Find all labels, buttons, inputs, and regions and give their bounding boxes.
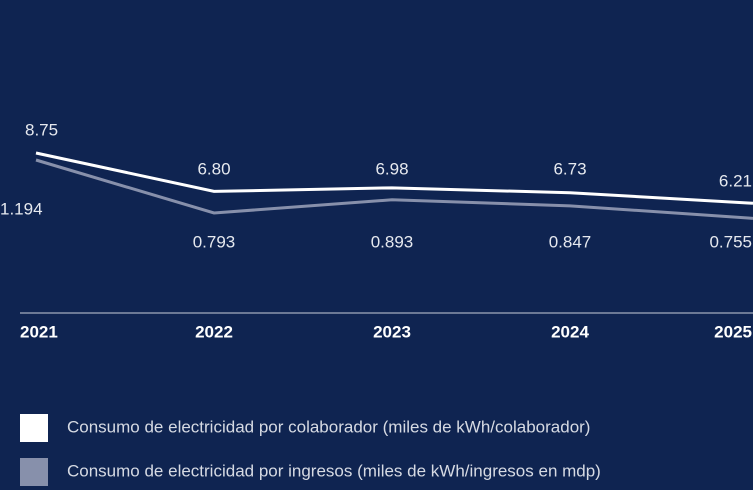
data-label: 0.793 xyxy=(193,232,236,251)
legend-swatch xyxy=(20,414,48,442)
x-tick-label: 2025 xyxy=(714,322,752,341)
data-label: 6.21 xyxy=(719,171,752,190)
x-tick-label: 2023 xyxy=(373,322,411,341)
x-tick-label: 2024 xyxy=(551,322,589,341)
data-label: 8.75 xyxy=(25,120,58,139)
data-label: 6.98 xyxy=(375,159,408,178)
x-tick-label: 2022 xyxy=(195,322,233,341)
legend-label: Consumo de electricidad por ingresos (mi… xyxy=(67,461,601,480)
data-label: 6.80 xyxy=(197,159,230,178)
data-label: 0.893 xyxy=(371,232,414,251)
data-label: 1.194 xyxy=(0,199,43,218)
data-label: 0.755 xyxy=(709,232,752,251)
series-line xyxy=(35,158,753,220)
x-tick-label: 2021 xyxy=(20,322,58,341)
series-line xyxy=(35,151,753,205)
data-label: 6.73 xyxy=(553,159,586,178)
legend-label: Consumo de electricidad por colaborador … xyxy=(67,417,590,436)
legend-swatch xyxy=(20,458,48,486)
data-label: 0.847 xyxy=(549,232,592,251)
